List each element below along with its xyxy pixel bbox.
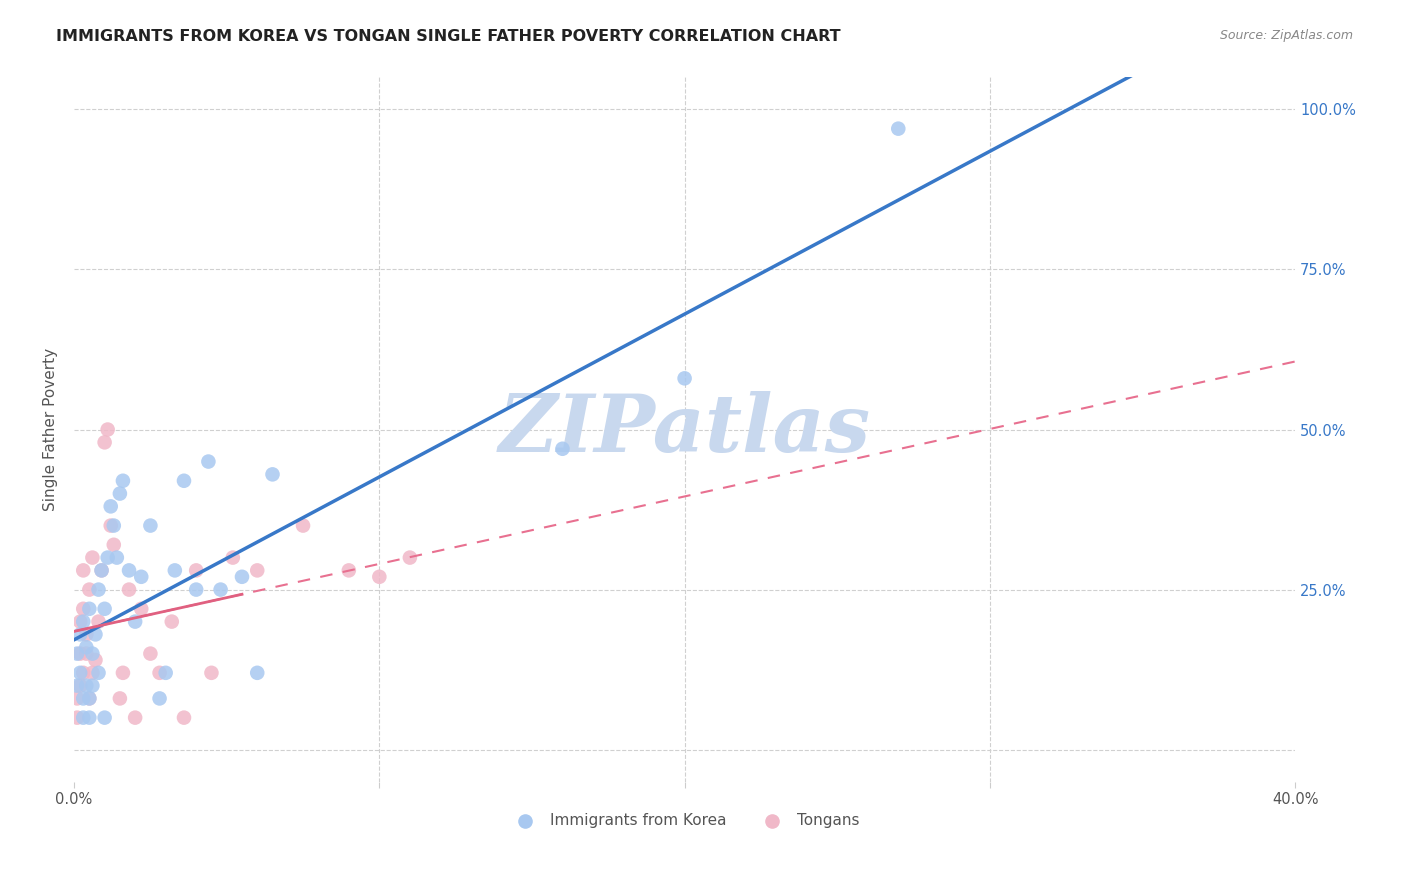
Point	[155, 665, 177, 680]
Point	[129, 602, 152, 616]
Point	[368, 570, 391, 584]
Point	[100, 518, 122, 533]
Point	[111, 474, 134, 488]
Point	[79, 711, 101, 725]
Point	[148, 691, 170, 706]
Point	[246, 665, 269, 680]
Point	[103, 538, 125, 552]
Point	[69, 665, 91, 680]
Point	[82, 647, 104, 661]
Point	[337, 563, 360, 577]
Point	[69, 647, 91, 661]
Point	[246, 563, 269, 577]
Point	[186, 563, 208, 577]
Point	[72, 602, 94, 616]
Point	[292, 518, 315, 533]
Point	[173, 474, 195, 488]
Point	[262, 467, 284, 482]
Point	[887, 121, 910, 136]
Point	[87, 665, 110, 680]
Point	[66, 711, 89, 725]
Point	[69, 679, 91, 693]
Point	[72, 711, 94, 725]
Point	[160, 615, 183, 629]
Point	[139, 518, 162, 533]
Point	[108, 691, 131, 706]
Point	[82, 550, 104, 565]
Point	[124, 615, 146, 629]
Point	[72, 691, 94, 706]
Point	[72, 615, 94, 629]
Legend: Immigrants from Korea, Tongans: Immigrants from Korea, Tongans	[503, 806, 865, 834]
Point	[79, 602, 101, 616]
Y-axis label: Single Father Poverty: Single Father Poverty	[44, 348, 58, 511]
Point	[66, 691, 89, 706]
Point	[93, 435, 115, 450]
Point	[163, 563, 186, 577]
Point	[197, 454, 219, 468]
Point	[79, 691, 101, 706]
Text: IMMIGRANTS FROM KOREA VS TONGAN SINGLE FATHER POVERTY CORRELATION CHART: IMMIGRANTS FROM KOREA VS TONGAN SINGLE F…	[56, 29, 841, 44]
Point	[673, 371, 696, 385]
Point	[90, 563, 112, 577]
Point	[75, 647, 97, 661]
Point	[97, 550, 120, 565]
Point	[75, 627, 97, 641]
Point	[97, 423, 120, 437]
Point	[231, 570, 253, 584]
Point	[200, 665, 222, 680]
Point	[79, 582, 101, 597]
Point	[173, 711, 195, 725]
Point	[82, 665, 104, 680]
Point	[139, 647, 162, 661]
Point	[148, 665, 170, 680]
Point	[66, 647, 89, 661]
Point	[69, 615, 91, 629]
Point	[111, 665, 134, 680]
Point	[129, 570, 152, 584]
Text: ZIPatlas: ZIPatlas	[499, 391, 870, 468]
Point	[72, 665, 94, 680]
Point	[90, 563, 112, 577]
Point	[105, 550, 128, 565]
Point	[108, 486, 131, 500]
Point	[75, 640, 97, 655]
Point	[186, 582, 208, 597]
Point	[209, 582, 232, 597]
Point	[551, 442, 574, 456]
Point	[84, 653, 107, 667]
Text: Source: ZipAtlas.com: Source: ZipAtlas.com	[1219, 29, 1353, 42]
Point	[103, 518, 125, 533]
Point	[66, 679, 89, 693]
Point	[399, 550, 422, 565]
Point	[84, 627, 107, 641]
Point	[82, 679, 104, 693]
Point	[69, 627, 91, 641]
Point	[118, 563, 141, 577]
Point	[87, 582, 110, 597]
Point	[118, 582, 141, 597]
Point	[222, 550, 245, 565]
Point	[93, 711, 115, 725]
Point	[72, 563, 94, 577]
Point	[93, 602, 115, 616]
Point	[75, 679, 97, 693]
Point	[87, 615, 110, 629]
Point	[79, 691, 101, 706]
Point	[124, 711, 146, 725]
Point	[100, 500, 122, 514]
